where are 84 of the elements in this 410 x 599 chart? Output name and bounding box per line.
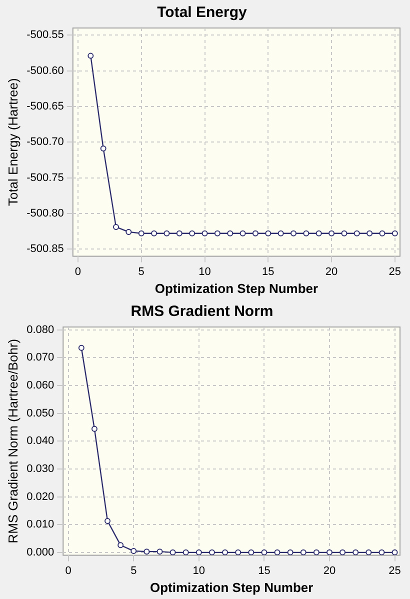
point (290, 230, 297, 236)
point (341, 230, 348, 236)
x-tick-label: 5 (130, 564, 137, 577)
point (278, 230, 284, 236)
point (328, 230, 335, 236)
point (130, 548, 137, 554)
point (240, 230, 246, 236)
y-tick-label: -500.70 (26, 136, 64, 148)
point (248, 549, 254, 556)
point (202, 230, 208, 236)
y-tick-label: -500.85 (26, 243, 64, 256)
point (151, 230, 158, 236)
point (208, 549, 215, 556)
point (287, 549, 294, 556)
chart-title: RMS Gradient Norm (130, 303, 274, 320)
point (378, 549, 385, 556)
point (354, 230, 360, 236)
point (126, 228, 132, 235)
point (78, 344, 84, 351)
y-tick-label: -500.80 (26, 207, 64, 220)
point (366, 230, 373, 236)
point (189, 230, 196, 236)
point (113, 224, 120, 230)
chart-title: Total Energy (157, 4, 248, 22)
y-tick-label: 0.060 (26, 379, 54, 392)
x-tick-label: 15 (262, 266, 274, 278)
point (252, 230, 258, 236)
point (182, 549, 189, 556)
point (340, 549, 346, 556)
point (100, 146, 106, 152)
x-axis-title: Optimization Step Number (154, 280, 318, 296)
x-axis-title: Optimization Step Number (150, 580, 314, 595)
x-tick-label: 25 (388, 266, 402, 278)
point (300, 549, 306, 556)
point (352, 549, 359, 556)
y-tick-label: -500.55 (26, 29, 64, 42)
point (392, 230, 398, 236)
y-tick-label: 0.020 (26, 490, 54, 503)
point (104, 518, 111, 524)
x-tick-label: 20 (325, 266, 338, 278)
point (170, 549, 176, 556)
x-tick-label: 15 (258, 564, 270, 577)
y-tick-label: 0.080 (26, 324, 54, 336)
point (261, 549, 268, 556)
point (303, 230, 310, 236)
y-axis-title: Total Energy (Hartree) (5, 78, 20, 206)
point (316, 230, 322, 236)
point (214, 230, 220, 236)
point (313, 549, 320, 556)
y-tick-label: 0.050 (26, 407, 54, 420)
x-tick-label: 5 (138, 266, 144, 278)
y-tick-label: 0.010 (26, 518, 54, 531)
point (156, 548, 163, 555)
point (379, 230, 386, 236)
point (366, 549, 372, 556)
x-tick-label: 20 (323, 564, 336, 577)
point (144, 548, 150, 555)
y-tick-label: -500.75 (26, 172, 64, 184)
point (164, 230, 170, 236)
x-tick-label: 25 (388, 564, 401, 577)
x-tick-label: 0 (74, 266, 82, 278)
y-tick-label: -500.60 (26, 64, 64, 77)
point (88, 52, 94, 59)
y-tick-label: -500.65 (26, 100, 64, 112)
point (138, 230, 144, 236)
point (392, 549, 398, 556)
point (176, 230, 182, 236)
point (118, 542, 124, 548)
point (222, 549, 228, 556)
point (196, 549, 202, 556)
y-tick-label: 0.040 (26, 435, 54, 448)
y-axis-title: RMS Gradient Norm (Hartree/Bohr) (5, 338, 20, 544)
point (274, 549, 280, 556)
point (235, 549, 242, 556)
y-tick-label: 0.070 (26, 352, 54, 364)
x-tick-label: 10 (192, 564, 206, 577)
y-tick-label: 0.000 (26, 546, 54, 558)
x-tick-label: 0 (65, 564, 72, 577)
x-tick-label: 10 (198, 266, 211, 278)
point (326, 549, 332, 556)
point (265, 230, 272, 236)
y-tick-label: 0.030 (26, 462, 54, 475)
point (91, 426, 98, 432)
point (227, 230, 234, 236)
